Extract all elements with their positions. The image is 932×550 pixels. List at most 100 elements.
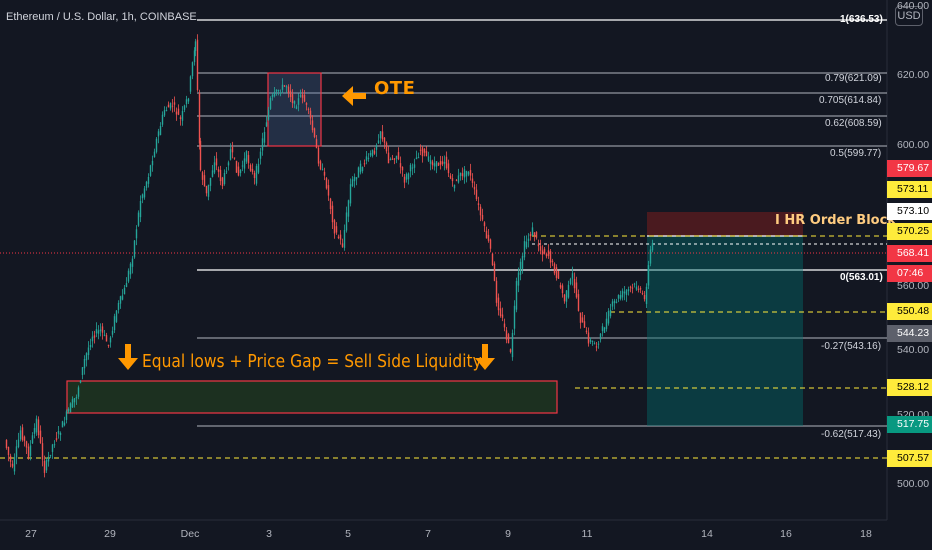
candle-body [7,447,10,456]
candle-body [443,161,446,164]
fib-label-079: 0.79(621.09) [825,73,882,84]
candle-body [43,460,46,473]
candle-body [345,212,348,231]
candle-body [635,286,638,290]
liquidity-annotation: Equal lows + Price Gap = Sell Side Liqui… [142,351,482,372]
candle-body [39,430,42,443]
candle-body [521,255,524,269]
candle-body [125,283,128,288]
candle-body [257,163,260,173]
candle-body [105,335,108,342]
time-tick: 16 [780,528,792,540]
candle-body [299,95,302,97]
candle-body [583,321,586,328]
candle-body [79,380,82,383]
candle-body [421,147,424,157]
candle-body [363,163,366,165]
candle-body [147,176,150,184]
candle-body [157,131,160,137]
candle-body [385,142,388,152]
candle-body [187,98,190,102]
candle-body [225,171,228,173]
candle-body [441,161,444,165]
candle-body [387,152,390,164]
liquidity-zone-box [66,380,558,414]
candle-body [115,310,118,322]
candle-body [543,248,546,254]
candle-body [591,340,594,342]
candle-body [153,151,156,158]
candle-body [59,432,62,436]
candle-body [327,185,330,196]
candle-body [631,287,634,289]
candle-body [57,430,60,434]
price-tag: 528.12 [887,379,932,396]
candle-body [603,327,606,333]
candle-body [201,172,204,180]
candle-body [561,285,564,294]
candle-body [573,278,576,289]
price-tick: 600.00 [897,139,930,151]
candle-body [217,169,220,172]
candle-body [133,240,136,258]
fib-label-062: 0.62(608.59) [825,118,882,129]
candle-body [529,234,532,237]
candle-body [33,428,36,434]
candle-body [395,155,398,159]
candle-body [319,161,322,170]
candle-body [198,92,201,144]
candle-body [413,164,416,168]
candle-body [275,89,278,92]
candle-body [101,326,104,333]
candle-body [399,163,402,168]
candle-body [541,250,544,255]
price-tag: 544.23 [887,325,932,342]
candle-body [173,102,176,105]
candle-body [47,456,50,462]
candle-body [233,157,236,159]
candle-body [237,166,240,176]
candle-body [577,294,580,311]
candle-body [155,138,158,152]
candle-body [429,160,432,164]
candle-body [309,110,312,119]
candle-body [467,172,470,175]
candle-body [307,108,310,110]
candle-body [207,184,210,197]
candle-body [383,137,386,143]
candle-body [557,271,560,279]
candle-body [107,344,110,346]
candle-body [489,239,492,249]
candle-body [113,316,116,331]
target-zone [647,236,803,426]
candle-body [51,444,54,452]
candle-body [97,330,100,334]
candle-body [123,287,126,295]
candle-body [37,419,40,436]
candle-body [343,230,346,248]
candle-body [171,105,174,107]
candle-body [19,430,22,440]
candle-body [341,243,344,247]
price-tag: 550.48 [887,303,932,320]
price-tick: 620.00 [897,69,930,81]
candle-body [619,295,622,299]
candle-body [149,165,152,176]
candle-body [483,222,486,227]
candle-body [559,285,562,288]
candle-body [471,178,474,183]
candle-body [367,157,370,159]
candle-body [27,446,30,459]
price-tag: 573.11 [887,181,932,198]
candle-body [179,117,182,119]
currency-button[interactable]: USD [895,6,923,26]
dashed-levels[interactable] [0,235,887,459]
time-tick: 11 [581,528,593,540]
candle-body [199,140,202,170]
candle-body [305,103,308,105]
candle-body [289,90,292,98]
candle-body [633,283,636,285]
candle-body [143,188,146,198]
candle-body [273,91,276,97]
